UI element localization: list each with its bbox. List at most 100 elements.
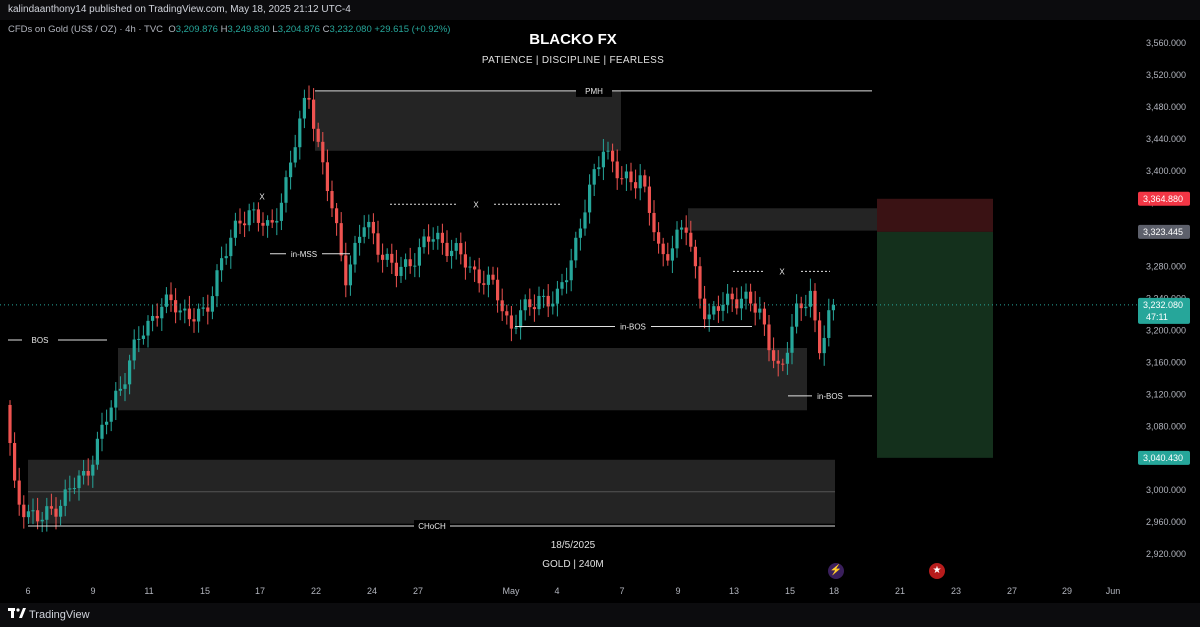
candle-body	[348, 264, 352, 286]
candle-body	[169, 294, 173, 301]
candle-body	[716, 306, 720, 311]
candle-body	[445, 242, 449, 257]
x-axis-tick: 15	[785, 586, 795, 596]
annotation-label-bg	[576, 84, 612, 97]
annotation-label-bg	[764, 265, 800, 278]
candle-body	[100, 424, 104, 439]
candle-body	[413, 265, 417, 267]
annotation-label: in-BOS	[817, 392, 843, 401]
us-flag-icon[interactable]: ★	[929, 563, 945, 579]
candle-body	[730, 293, 734, 300]
candle-body	[473, 266, 477, 270]
candle-body	[367, 221, 371, 228]
annotation-label: X	[779, 267, 785, 276]
x-axis-tick: 22	[311, 586, 321, 596]
annotation-label: X	[259, 192, 265, 201]
x-axis-tick: 21	[895, 586, 905, 596]
annotation-label: PMH	[585, 87, 603, 96]
candle-body	[298, 118, 302, 148]
candle-body	[661, 243, 665, 255]
candle-body	[712, 306, 716, 315]
candle-body	[629, 171, 633, 183]
candle-body	[335, 208, 339, 224]
candle-body	[289, 162, 293, 178]
candle-body	[192, 319, 196, 322]
zone-premium-supply	[315, 90, 621, 151]
y-axis-tick: 3,120.000	[1146, 389, 1186, 399]
candle-body	[358, 236, 362, 243]
annotation-label: CHoCH	[418, 522, 446, 531]
y-axis-tick: 3,160.000	[1146, 357, 1186, 367]
price-label: 3,323.445	[1143, 227, 1183, 237]
candle-body	[316, 128, 320, 142]
candle-body	[785, 352, 789, 364]
close-value: 3,232.080	[329, 24, 372, 35]
candle-body	[781, 363, 785, 365]
brand-name[interactable]: TradingView	[29, 609, 90, 622]
symbol-name: CFDs on Gold (US$ / OZ) · 4h · TVC	[8, 24, 164, 35]
candle-body	[256, 209, 260, 223]
candle-body	[795, 303, 799, 327]
candle-body	[468, 266, 472, 268]
price-label: 3,040.430	[1143, 453, 1183, 463]
candle-body	[160, 306, 164, 319]
change-value: +29.615 (+0.92%)	[374, 24, 451, 35]
candle-body	[486, 274, 490, 285]
candle-body	[422, 236, 426, 248]
y-axis-tick: 3,440.000	[1146, 134, 1186, 144]
candle-body	[574, 237, 578, 261]
annotation-label: X	[473, 200, 479, 209]
candle-body	[569, 260, 573, 281]
candle-body	[611, 150, 615, 162]
candle-body	[615, 161, 619, 179]
candle-body	[592, 169, 596, 185]
candle-body	[362, 227, 366, 237]
candle-body	[353, 242, 357, 265]
candle-body	[17, 480, 21, 505]
symbol-ohlc-legend[interactable]: CFDs on Gold (US$ / OZ) · 4h · TVC O3,20…	[8, 24, 450, 35]
candle-body	[312, 99, 316, 129]
high-label: H	[220, 24, 228, 35]
candle-body	[31, 510, 35, 512]
candle-body	[514, 327, 518, 329]
lightning-icon[interactable]: ⚡	[828, 563, 844, 579]
candle-body	[307, 97, 311, 100]
candle-body	[284, 177, 288, 203]
candle-body	[187, 308, 191, 320]
open-label: O	[168, 24, 176, 35]
x-axis-tick: 9	[90, 586, 95, 596]
candle-body	[799, 303, 803, 309]
candle-body	[197, 308, 201, 322]
candle-body	[339, 223, 343, 256]
candle-body	[496, 279, 500, 301]
candle-body	[86, 470, 90, 476]
candle-body	[238, 220, 242, 224]
price-chart[interactable]: PMH X X Xin-MSS BOS in-BOS in-BOS CHoCH 3,560.00…	[0, 20, 1200, 603]
candle-body	[450, 250, 454, 257]
annotation-label-bg	[414, 520, 450, 533]
candle-body	[174, 300, 178, 313]
candle-body	[624, 171, 628, 179]
candle-body	[744, 291, 748, 299]
candle-body	[118, 388, 122, 391]
candle-body	[381, 254, 385, 260]
candle-body	[22, 504, 26, 518]
candle-body	[49, 506, 53, 509]
candle-body	[707, 314, 711, 320]
candle-body	[266, 220, 270, 226]
candle-body	[210, 296, 214, 312]
candle-body	[560, 282, 564, 289]
candle-body	[109, 407, 113, 422]
candle-body	[206, 307, 210, 312]
candle-body	[532, 307, 536, 310]
zone-short-target	[877, 231, 993, 458]
candle-body	[749, 291, 753, 304]
candle-body	[776, 360, 780, 364]
candle-body	[565, 280, 569, 283]
y-axis-tick: 2,960.000	[1146, 517, 1186, 527]
candle-body	[155, 315, 159, 319]
open-value: 3,209.876	[175, 24, 218, 35]
tradingview-logo-icon[interactable]	[8, 603, 26, 627]
candle-body	[505, 311, 509, 316]
candle-body	[82, 470, 86, 476]
